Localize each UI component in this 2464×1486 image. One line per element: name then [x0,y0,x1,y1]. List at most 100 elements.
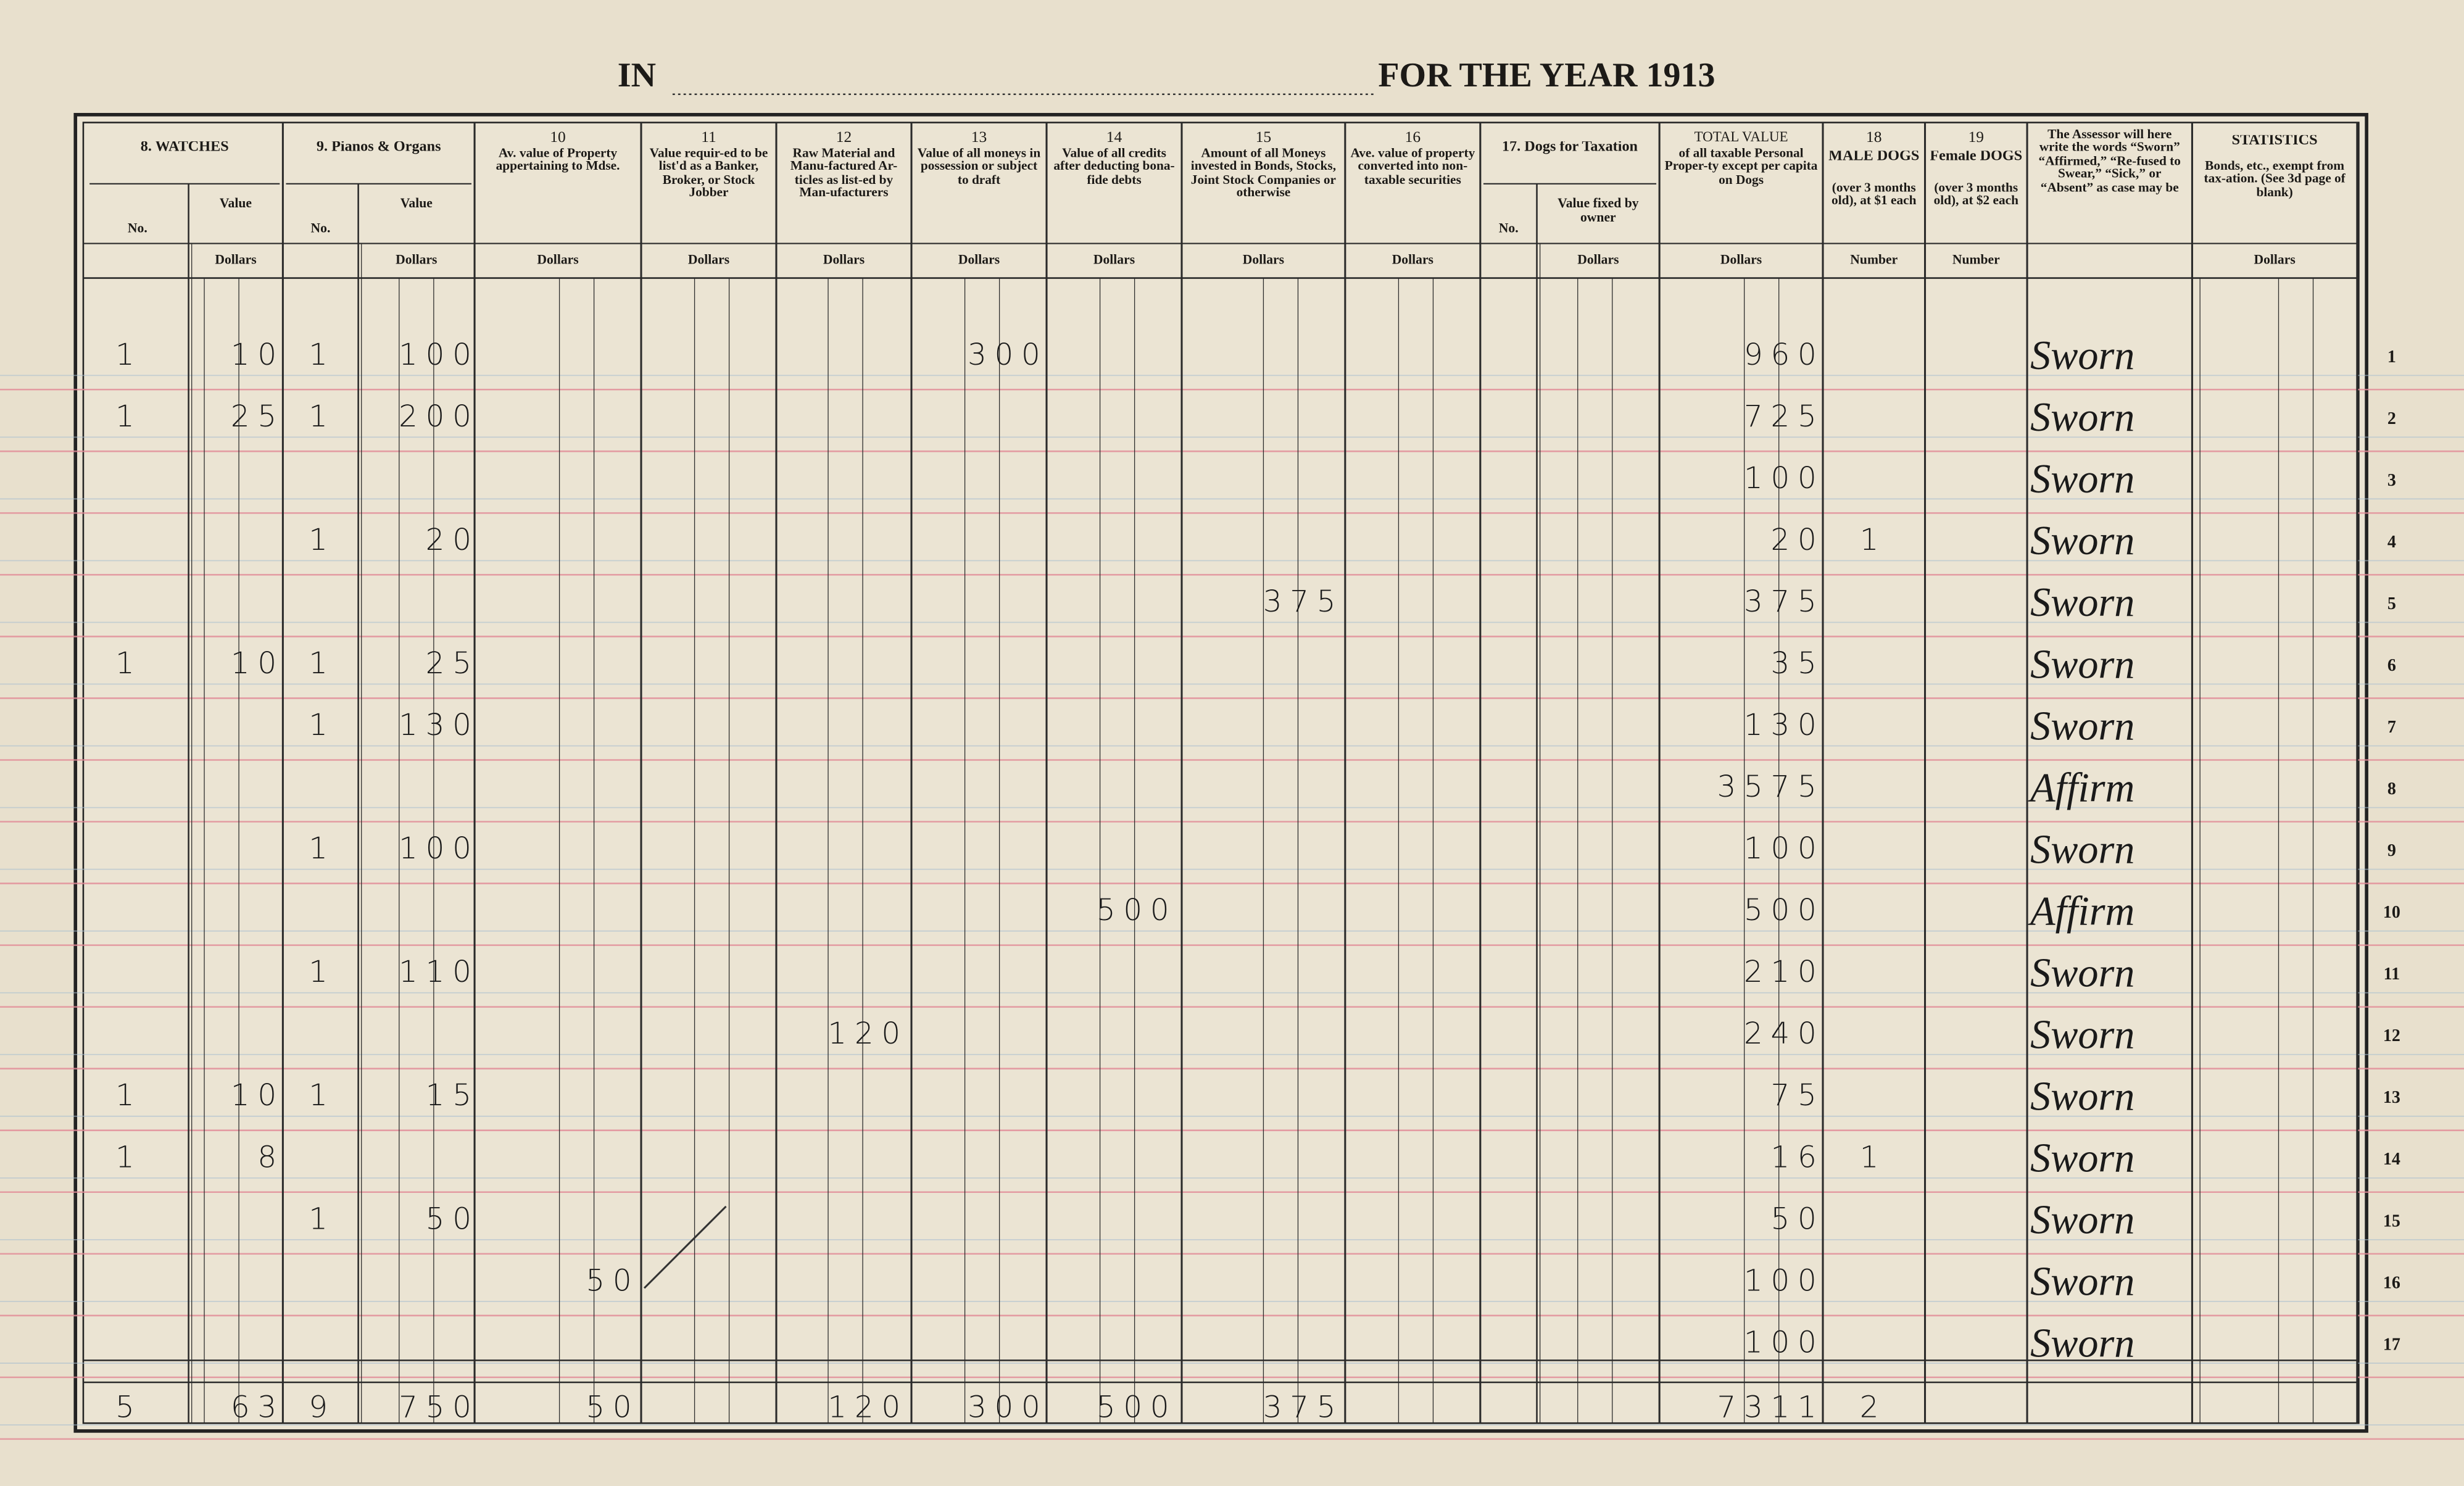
subcolumn-label: No. [311,221,331,236]
group-title: 17. Dogs for Taxation [1501,141,1638,156]
handwritten-entry: 500 [1097,893,1177,928]
subcolumn-label-box: Value [219,196,252,211]
column-number: 15 [1256,128,1271,146]
column-description-box: The Assessor will here write the words “… [2039,129,2181,194]
group-title-box: 8. WATCHES [140,141,229,156]
handwritten-entry: 100 [399,831,479,866]
column-description: Amount of all Moneys invested in Bonds, … [1190,147,1337,200]
column-description-box: Amount of all Moneys invested in Bonds, … [1190,147,1337,200]
unit-label: Number [1850,252,1898,267]
column-description-box: of all taxable Personal Proper-ty except… [1664,147,1818,187]
unit-label: Dollars [537,252,578,267]
row-number: 7 [2387,718,2396,737]
unit-label: Dollars [958,252,1000,267]
group-title: 8. WATCHES [140,141,229,156]
column-title-box: STATISTICS [2232,135,2318,149]
column-description-box: Value of all credits after deducting bon… [1053,147,1174,186]
column-description: Bonds, etc., exempt from tax-ation. (See… [2204,160,2346,199]
column-description-box: Av. value of Property appertaining to Md… [496,147,620,174]
row-number: 16 [2383,1273,2400,1292]
unit-label: Number [1952,252,2000,267]
handwritten-entry: 1 [115,338,143,372]
column-description-box: (over 3 months old), at $1 each [1831,182,1916,207]
group-title: 9. Pianos & Organs [316,141,441,156]
column-number: 18 [1866,128,1881,146]
column-description: Raw Material and Manu-factured Ar-ticles… [790,147,898,200]
row-number: 6 [2387,656,2396,675]
handwritten-entry: 50 [586,1263,639,1298]
total-entry: 2 [1860,1390,1887,1424]
unit-label: Dollars [1093,252,1135,267]
handwritten-entry: 300 [968,338,1048,372]
row-number: 12 [2383,1026,2400,1045]
column-title-box: MALE DOGS [1828,151,1919,164]
column-description: Value of all moneys in possession or sub… [917,147,1041,187]
column-number: 19 [1968,128,1984,146]
column-description: of all taxable Personal Proper-ty except… [1664,147,1818,187]
oath-entry: Sworn [2030,457,2134,502]
handwritten-entry: 200 [399,399,479,434]
handwritten-entry: 100 [1744,831,1825,866]
column-number: 13 [971,128,987,146]
row-number: 17 [2383,1335,2400,1354]
total-entry: 500 [1097,1390,1177,1424]
row-number: 5 [2387,594,2396,613]
handwritten-entry: 960 [1744,338,1825,372]
subcolumn-label: Value [219,196,252,211]
row-number: 15 [2383,1211,2400,1231]
oath-entry: Sworn [2030,642,2134,687]
row-number: 14 [2383,1150,2400,1169]
title-year: FOR THE YEAR 1913 [1378,56,1715,94]
handwritten-entry: 100 [399,338,479,372]
handwritten-entry: 20 [426,523,479,557]
subcolumn-label: Value [400,196,433,211]
group-title-box: 9. Pianos & Organs [316,141,441,156]
row-number: 4 [2387,533,2396,552]
row-number: 11 [2384,965,2400,984]
oath-entry: Sworn [2030,1136,2134,1181]
handwritten-entry: 1 [309,646,336,681]
handwritten-entry: 210 [1744,955,1825,989]
total-entry: 63 [231,1390,284,1424]
oath-entry: Sworn [2030,395,2134,440]
handwritten-entry: 1 [309,399,336,434]
oath-entry: Sworn [2030,1074,2134,1119]
column-description-box: Value of all moneys in possession or sub… [917,147,1041,187]
subcolumn-label-box: Value [400,196,433,211]
handwritten-entry: 1 [309,1078,336,1113]
oath-entry: Sworn [2030,1321,2134,1366]
column-number: 12 [836,128,852,146]
column-description: Ave. value of property converted into no… [1350,147,1475,187]
handwritten-entry: 20 [1771,523,1825,557]
column-description: Value requir-ed to be list'd as a Banker… [649,147,768,200]
handwritten-entry: 110 [399,955,479,989]
group-title-box: 17. Dogs for Taxation [1501,141,1638,156]
column-description-box: Ave. value of property converted into no… [1350,147,1475,187]
handwritten-entry: 1 [1860,523,1887,557]
handwritten-entry: 725 [1744,399,1825,434]
handwritten-entry: 15 [426,1078,479,1113]
oath-entry: Sworn [2030,827,2134,872]
handwritten-entry: 25 [231,399,284,434]
handwritten-entry: 75 [1771,1078,1825,1113]
handwritten-entry: 130 [1744,708,1825,742]
column-description: Av. value of Property appertaining to Md… [496,147,620,174]
handwritten-entry: 1 [309,831,336,866]
handwritten-entry: 25 [426,646,479,681]
row-number: 10 [2383,903,2400,922]
oath-entry: Sworn [2030,1198,2134,1243]
pen-stroke [644,1205,727,1289]
column-number: 14 [1106,128,1122,146]
handwritten-entry: 1 [309,523,336,557]
oath-entry: Affirm [2028,889,2134,934]
row-number: 1 [2387,347,2396,367]
handwritten-entry: 10 [231,646,284,681]
handwritten-entry: 1 [115,399,143,434]
total-entry: 750 [399,1390,479,1424]
handwritten-entry: 120 [828,1016,908,1051]
oath-entry: Sworn [2030,1013,2134,1058]
table-inner-border [82,122,2360,1424]
oath-entry: Sworn [2030,518,2134,563]
total-entry: 7311 [1717,1390,1825,1424]
